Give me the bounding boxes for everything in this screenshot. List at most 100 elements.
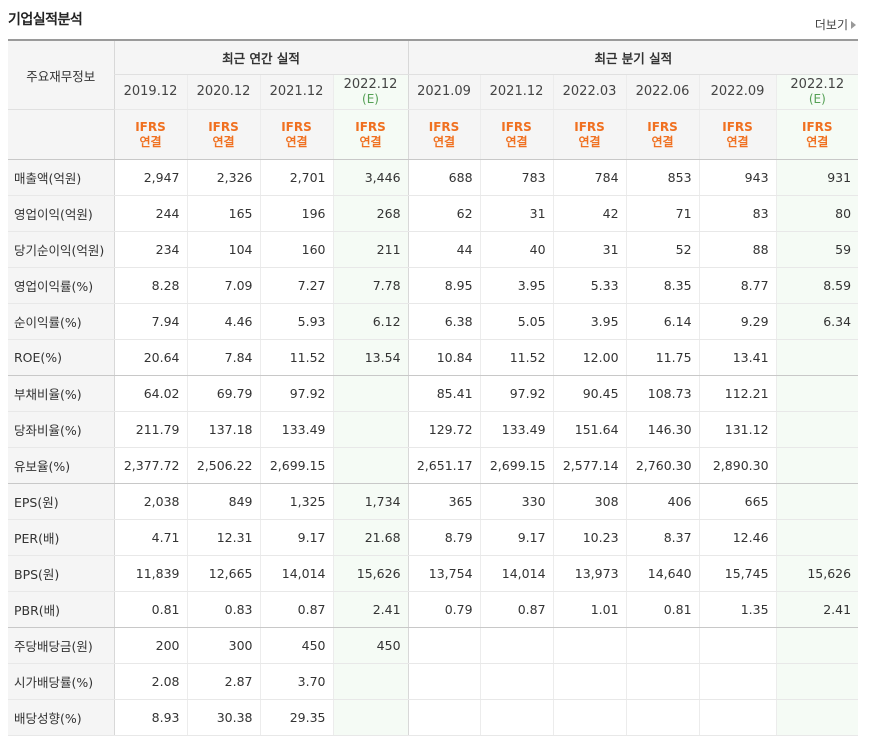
value-cell: 64.02 xyxy=(113,375,187,412)
table-row: 순이익률(%) 7.94 4.46 5.93 6.12 6.38 5.05 3.95 6.14 9… xyxy=(8,303,859,340)
value-cell: 0.79 xyxy=(407,591,481,628)
value-cell: 211 xyxy=(332,231,409,268)
value-cell: 40 xyxy=(479,231,554,268)
value-cell: 8.37 xyxy=(625,519,700,556)
value-cell: 4.46 xyxy=(186,303,260,340)
value-cell xyxy=(625,699,700,736)
consolidated-text: 연결 xyxy=(651,134,674,149)
value-cell: 15,745 xyxy=(698,555,777,592)
consolidated-text: 연결 xyxy=(285,134,308,149)
value-cell: 2,377.72 xyxy=(113,447,187,484)
value-cell: 108.73 xyxy=(625,375,700,412)
value-cell: 2,947 xyxy=(113,159,187,196)
value-cell xyxy=(625,663,700,700)
value-cell: 3.95 xyxy=(479,267,554,304)
value-cell: 104 xyxy=(186,231,260,268)
period-label: 2019.12 xyxy=(123,84,178,99)
ifrs-text: IFRS xyxy=(135,119,166,134)
value-cell: 133.49 xyxy=(259,411,333,448)
value-cell: 97.92 xyxy=(259,375,333,412)
consolidated-text: 연결 xyxy=(432,134,456,149)
value-cell: 12.00 xyxy=(552,339,627,376)
value-cell: 7.78 xyxy=(332,267,409,304)
value-cell: 13.41 xyxy=(698,339,777,376)
period-header: 2021.12 xyxy=(479,74,554,110)
value-cell: 2,577.14 xyxy=(552,447,627,484)
value-cell: 14,640 xyxy=(625,555,700,592)
value-cell xyxy=(332,447,409,484)
value-cell: 15,626 xyxy=(332,555,409,592)
period-header: 2022.09 xyxy=(698,74,777,110)
ifrs-text: IFRS xyxy=(208,119,239,134)
row-header-cell: 주요재무정보 xyxy=(8,40,114,110)
row-label: PBR(배) xyxy=(8,591,114,628)
table-row: 배당성향(%) 8.93 30.38 29.35 xyxy=(8,699,859,736)
period-header: 2020.12 xyxy=(186,74,260,110)
value-cell: 300 xyxy=(186,627,260,664)
value-cell xyxy=(407,699,481,736)
value-cell: 211.79 xyxy=(113,411,187,448)
ifrs-consolidated-label: IFRS 연결 xyxy=(186,109,260,160)
more-link[interactable]: 더보기 xyxy=(815,16,856,33)
ifrs-text: IFRS xyxy=(281,119,312,134)
value-cell: 80 xyxy=(775,195,859,232)
value-cell xyxy=(479,699,554,736)
row-label: 매출액(억원) xyxy=(8,159,114,196)
ifrs-text: IFRS xyxy=(355,119,386,134)
value-cell xyxy=(775,483,859,520)
table-row: BPS(원) 11,839 12,665 14,014 15,626 13,754 14,0… xyxy=(8,555,859,592)
value-cell: 131.12 xyxy=(698,411,777,448)
value-cell: 44 xyxy=(407,231,481,268)
consolidated-text: 연결 xyxy=(806,134,829,149)
value-cell xyxy=(479,627,554,664)
value-cell: 234 xyxy=(113,231,187,268)
value-cell: 8.93 xyxy=(113,699,187,736)
value-cell xyxy=(407,663,481,700)
value-cell: 11.52 xyxy=(259,339,333,376)
value-cell: 931 xyxy=(775,159,859,196)
value-cell: 2.87 xyxy=(186,663,260,700)
value-cell xyxy=(775,699,859,736)
value-cell: 69.79 xyxy=(186,375,260,412)
value-cell: 2,326 xyxy=(186,159,260,196)
period-label: 2021.09 xyxy=(417,84,471,99)
period-header: 2019.12 xyxy=(113,74,187,110)
ifrs-consolidated-label: IFRS 연결 xyxy=(113,109,187,160)
period-label: 2022.06 xyxy=(635,84,690,99)
value-cell: 9.17 xyxy=(259,519,333,556)
value-cell: 12,665 xyxy=(186,555,260,592)
chevron-right-icon xyxy=(851,20,856,29)
table-row: 당기순이익(억원) 234 104 160 211 44 40 31 52 88 59 xyxy=(8,231,859,268)
value-cell: 2,651.17 xyxy=(407,447,481,484)
value-cell: 31 xyxy=(479,195,554,232)
row-label: 당기순이익(억원) xyxy=(8,231,114,268)
value-cell: 7.94 xyxy=(113,303,187,340)
value-cell: 137.18 xyxy=(186,411,260,448)
row-label: 순이익률(%) xyxy=(8,303,114,340)
ifrs-consolidated-label: IFRS 연결 xyxy=(698,109,777,160)
period-header: 2021.12 xyxy=(259,74,333,110)
value-cell: 151.64 xyxy=(552,411,627,448)
row-label: 시가배당률(%) xyxy=(8,663,114,700)
value-cell: 1,325 xyxy=(259,483,333,520)
value-cell: 2.08 xyxy=(113,663,187,700)
value-cell: 59 xyxy=(775,231,859,268)
section-title: 기업실적분석 xyxy=(8,12,83,28)
value-cell: 9.29 xyxy=(698,303,777,340)
consolidated-text: 연결 xyxy=(359,134,382,149)
value-cell: 97.92 xyxy=(479,375,554,412)
value-cell xyxy=(552,627,627,664)
value-cell: 406 xyxy=(625,483,700,520)
value-cell xyxy=(332,411,409,448)
value-cell: 8.79 xyxy=(407,519,481,556)
value-cell xyxy=(625,627,700,664)
value-cell xyxy=(698,627,777,664)
value-cell xyxy=(332,375,409,412)
value-cell: 784 xyxy=(552,159,627,196)
table-row: ROE(%) 20.64 7.84 11.52 13.54 10.84 11.52 12.00… xyxy=(8,339,859,376)
annual-group-header: 최근 연간 실적 xyxy=(113,40,409,75)
value-cell: 2,760.30 xyxy=(625,447,700,484)
consolidated-text: 연결 xyxy=(212,134,235,149)
value-cell: 14,014 xyxy=(479,555,554,592)
ifrs-consolidated-label: IFRS 연결 xyxy=(775,109,859,160)
